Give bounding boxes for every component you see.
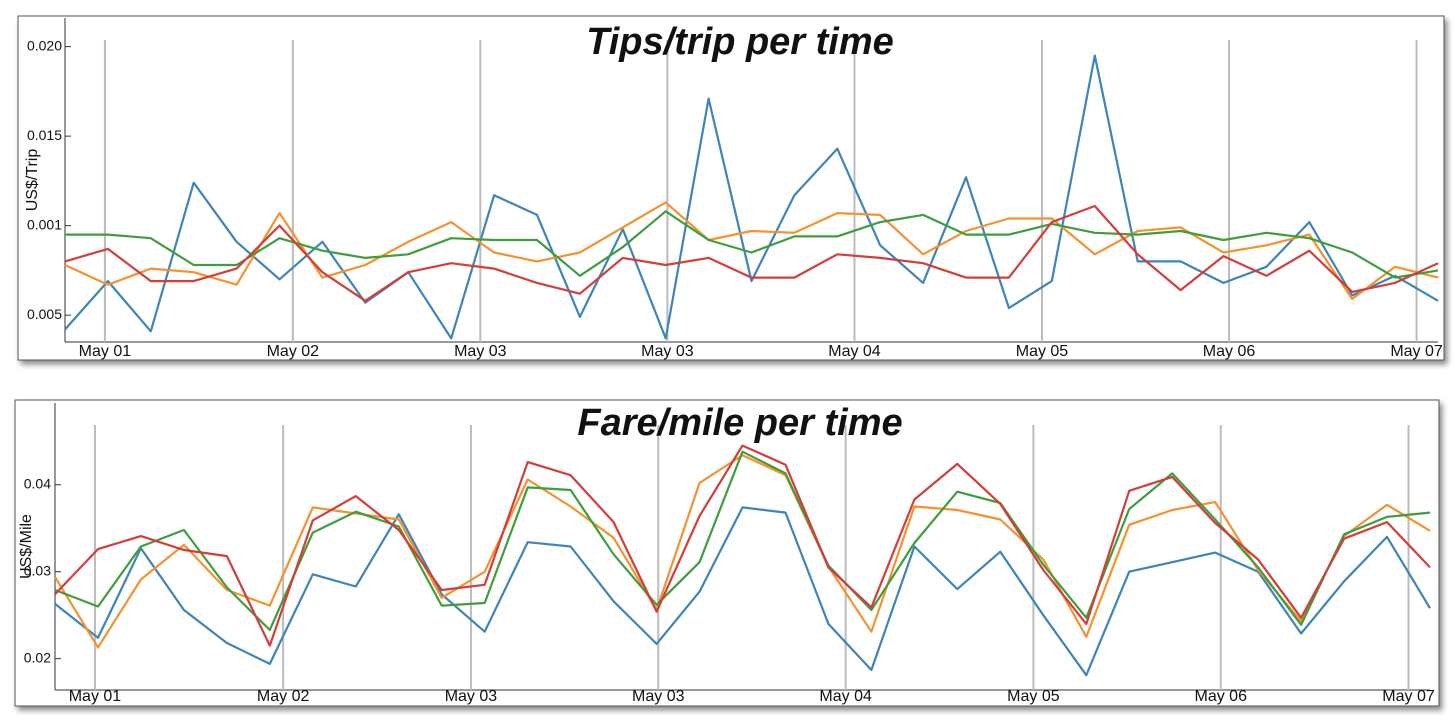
- y-axis-label: US$/Mile: [18, 514, 35, 579]
- x-tick-label: May 02: [257, 688, 310, 705]
- series-line: [54, 506, 1431, 677]
- x-tick-label: May 04: [819, 688, 872, 705]
- series-line: [64, 54, 1439, 340]
- series-line: [54, 444, 1431, 647]
- y-tick-label: 0.02: [24, 649, 51, 665]
- chart-title: Tips/trip per time: [586, 21, 894, 63]
- x-tick-label: May 06: [1195, 688, 1248, 705]
- y-tick-label: 0.015: [27, 127, 62, 143]
- series-line: [64, 201, 1439, 301]
- y-tick-label: 0.03: [24, 562, 51, 578]
- x-tick-label: May 05: [1016, 343, 1069, 360]
- y-tick-label: 0.020: [27, 37, 62, 53]
- chart-panel: May 01 May 02 May 03 May 03 May 04 May 05 May …: [14, 399, 1440, 707]
- y-axis-label: US$/Trip: [24, 149, 41, 212]
- chart-title: Fare/mile per time: [577, 402, 902, 444]
- series-line: [54, 450, 1431, 632]
- x-tick-label: May 04: [828, 343, 881, 360]
- x-tick-label: May 05: [1007, 688, 1060, 705]
- y-tick-label: 0.005: [27, 306, 62, 322]
- x-tick-label: May 03: [632, 688, 685, 705]
- x-tick-label: May 03: [641, 343, 694, 360]
- y-tick-label: 0.001: [27, 216, 62, 232]
- x-tick-label: May 03: [454, 343, 507, 360]
- x-tick-label: May 01: [69, 688, 122, 705]
- y-tick-label: 0.04: [24, 475, 51, 491]
- x-tick-label: May 07: [1390, 343, 1443, 360]
- panel-frame: [14, 399, 1440, 707]
- x-tick-label: May 03: [445, 688, 498, 705]
- series-line: [64, 204, 1439, 302]
- x-tick-label: May 07: [1382, 688, 1435, 705]
- chart-panel: May 01 May 02 May 03 May 03 May 04 May 05 May …: [17, 15, 1445, 361]
- panel-frame: [17, 15, 1445, 361]
- x-tick-label: May 02: [267, 343, 320, 360]
- x-tick-label: May 01: [79, 343, 132, 360]
- x-tick-label: May 06: [1203, 343, 1256, 360]
